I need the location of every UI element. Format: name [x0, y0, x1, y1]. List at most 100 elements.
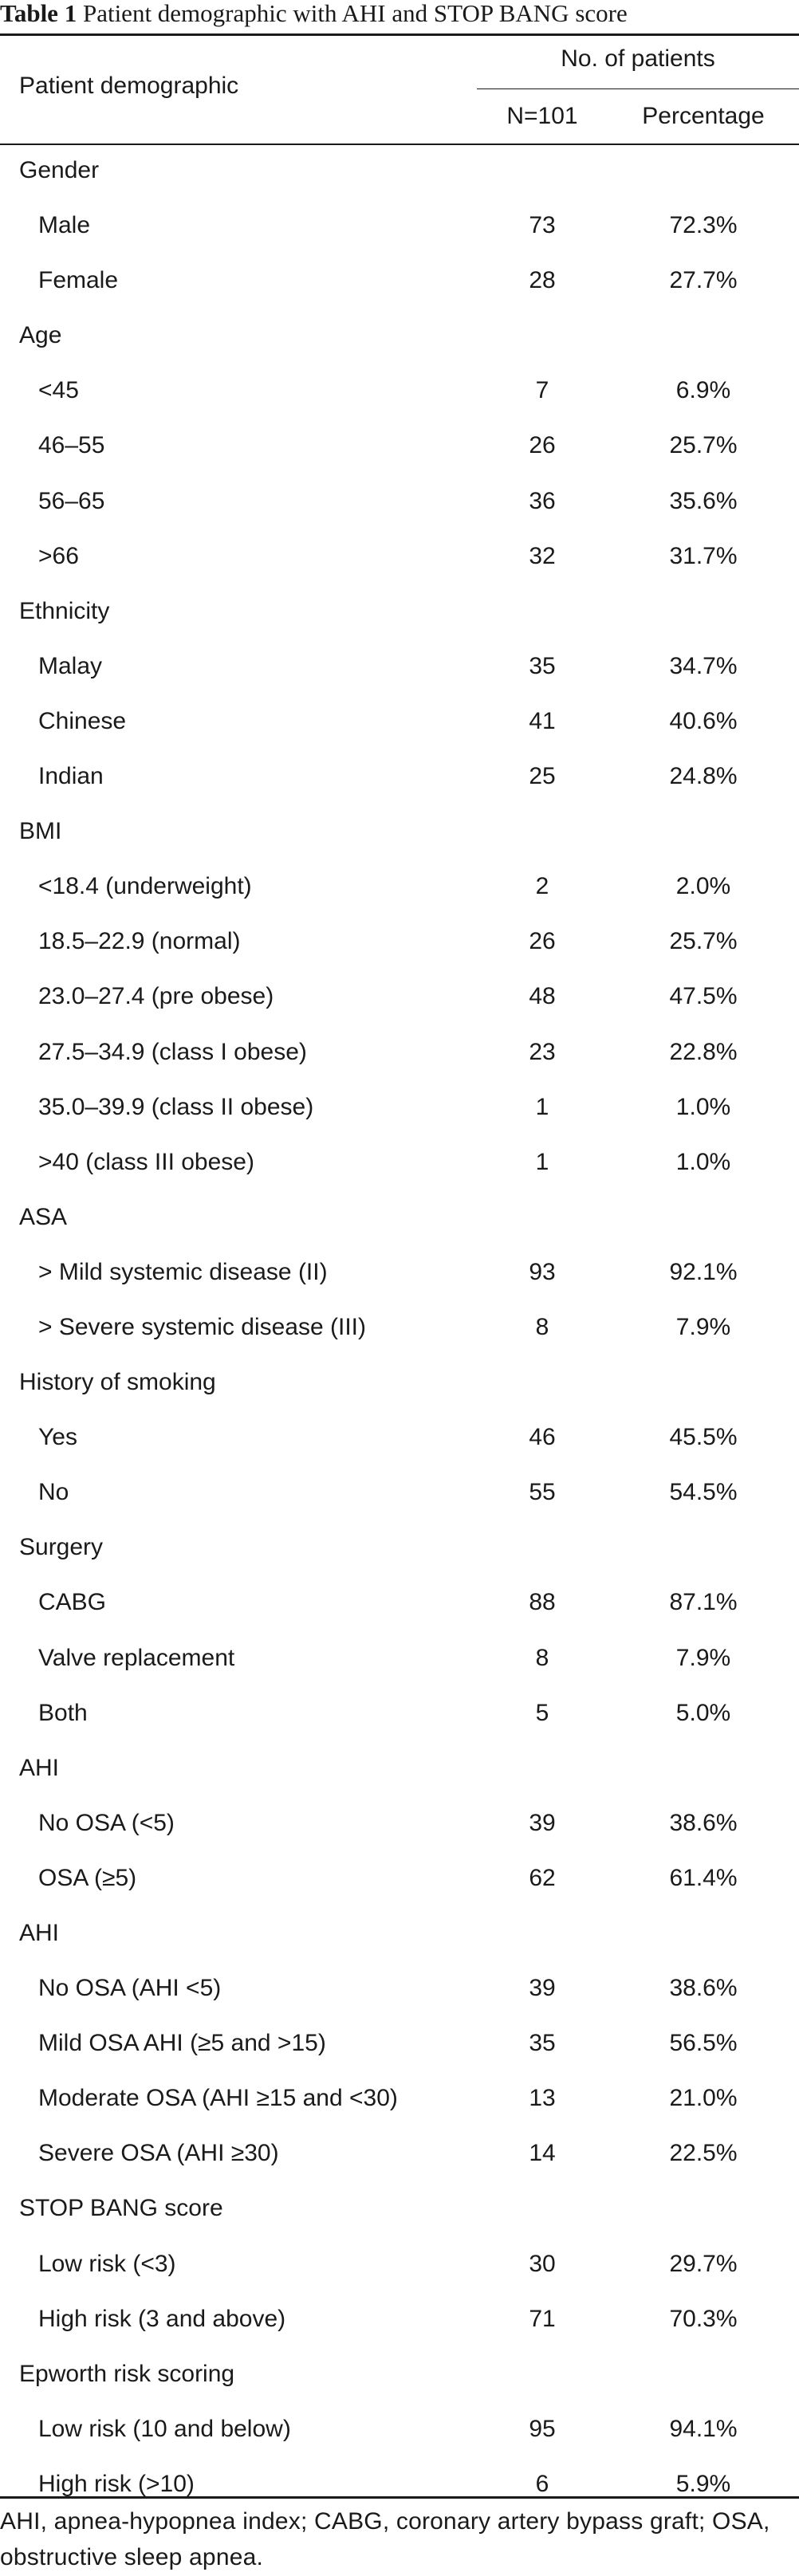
patient-count: 55 — [529, 1479, 556, 1506]
table-row: Moderate OSA (AHI ≥15 and <30) 13 21.0% — [0, 2078, 799, 2134]
row-label: No OSA (<5) — [38, 1809, 175, 1836]
table-row: No 55 54.5% — [0, 1473, 799, 1528]
section-row: AHI — [0, 1748, 799, 1803]
table-number: Table 1 — [0, 0, 77, 27]
table-row: 23.0–27.4 (pre obese) 48 47.5% — [0, 977, 799, 1032]
table-row: >40 (class III obese) 1 1.0% — [0, 1142, 799, 1198]
row-label: 46–55 — [38, 432, 105, 459]
patient-count: 6 — [535, 2470, 549, 2497]
table-row: OSA (≥5) 62 61.4% — [0, 1858, 799, 1913]
patient-percentage: 24.8% — [669, 763, 738, 790]
row-label: Female — [38, 267, 119, 294]
table-row: Low risk (10 and below) 95 94.1% — [0, 2409, 799, 2464]
section-row: AHI — [0, 1913, 799, 1968]
patient-percentage: 92.1% — [669, 1258, 738, 1285]
patient-percentage: 35.6% — [669, 487, 738, 514]
patient-percentage: 54.5% — [669, 1479, 738, 1506]
row-label: 27.5–34.9 (class I obese) — [38, 1038, 307, 1065]
row-label: 23.0–27.4 (pre obese) — [38, 983, 274, 1010]
patient-percentage: 27.7% — [669, 267, 738, 294]
section-label: Age — [19, 322, 62, 349]
row-label: OSA (≥5) — [38, 1864, 137, 1891]
patient-count: 93 — [529, 1258, 556, 1285]
patient-count: 35 — [529, 652, 556, 679]
patient-count: 35 — [529, 2030, 556, 2057]
patient-percentage: 2.0% — [675, 873, 731, 900]
patient-percentage: 70.3% — [669, 2305, 738, 2332]
section-label: Surgery — [19, 1534, 104, 1561]
row-label: Low risk (<3) — [38, 2250, 176, 2277]
patient-count: 25 — [529, 763, 556, 790]
table-row: Yes 46 45.5% — [0, 1418, 799, 1473]
section-label: STOP BANG score — [19, 2195, 223, 2222]
section-label: Epworth risk scoring — [19, 2360, 235, 2387]
column-header-demographic: Patient demographic — [19, 73, 239, 99]
patient-percentage: 21.0% — [669, 2085, 738, 2112]
patient-count: 48 — [529, 983, 556, 1010]
patient-percentage: 87.1% — [669, 1589, 738, 1616]
row-label: No OSA (AHI <5) — [38, 1975, 222, 2002]
table-row: > Mild systemic disease (II) 93 92.1% — [0, 1253, 799, 1308]
patient-count: 13 — [529, 2085, 556, 2112]
patient-percentage: 5.9% — [675, 2470, 731, 2497]
table-row: <18.4 (underweight) 2 2.0% — [0, 867, 799, 922]
patient-count: 5 — [535, 1699, 549, 1726]
table-row: Indian 25 24.8% — [0, 757, 799, 812]
patient-count: 88 — [529, 1589, 556, 1616]
patient-percentage: 7.9% — [675, 1644, 731, 1671]
table-row: No OSA (<5) 39 38.6% — [0, 1803, 799, 1858]
patient-percentage: 38.6% — [669, 1809, 738, 1836]
row-label: Malay — [38, 652, 103, 679]
patient-count: 28 — [529, 267, 556, 294]
patient-count: 95 — [529, 2415, 556, 2442]
table-row: 18.5–22.9 (normal) 26 25.7% — [0, 922, 799, 977]
column-header-n: N=101 — [506, 103, 578, 129]
column-header-percentage: Percentage — [642, 103, 765, 129]
table-row: Malay 35 34.7% — [0, 647, 799, 702]
patient-count: 73 — [529, 212, 556, 239]
patient-count: 1 — [535, 1148, 549, 1175]
table-caption: Table 1 Patient demographic with AHI and… — [0, 0, 799, 29]
header-rule — [0, 144, 799, 145]
row-label: >66 — [38, 542, 79, 569]
table-row: No OSA (AHI <5) 39 38.6% — [0, 1968, 799, 2023]
table-row: 56–65 36 35.6% — [0, 482, 799, 537]
patient-percentage: 47.5% — [669, 983, 738, 1010]
table-row: <45 7 6.9% — [0, 371, 799, 426]
row-label: High risk (3 and above) — [38, 2305, 286, 2332]
patient-percentage: 6.9% — [675, 377, 731, 404]
section-label: History of smoking — [19, 1369, 216, 1396]
row-label: 56–65 — [38, 487, 105, 514]
patient-count: 26 — [529, 928, 556, 955]
row-label: No — [38, 1479, 69, 1506]
row-label: Indian — [38, 763, 104, 790]
section-label: AHI — [19, 1754, 60, 1781]
table-body: Gender Male 73 72.3% Female 28 27.7% Age <45 7 6.9… — [0, 151, 799, 2519]
patient-percentage: 61.4% — [669, 1864, 738, 1891]
patient-percentage: 29.7% — [669, 2250, 738, 2277]
patient-percentage: 45.5% — [669, 1424, 738, 1451]
row-label: > Mild systemic disease (II) — [38, 1258, 328, 1285]
table-row: Mild OSA AHI (≥5 and >15) 35 56.5% — [0, 2023, 799, 2078]
patient-percentage: 38.6% — [669, 1975, 738, 2002]
patient-count: 41 — [529, 707, 556, 734]
patient-count: 8 — [535, 1313, 549, 1340]
table-row: High risk (3 and above) 71 70.3% — [0, 2299, 799, 2354]
table-row: 46–55 26 25.7% — [0, 426, 799, 481]
row-label: Low risk (10 and below) — [38, 2415, 291, 2442]
table-row: Both 5 5.0% — [0, 1693, 799, 1748]
table-row: Female 28 27.7% — [0, 261, 799, 316]
section-row: Ethnicity — [0, 592, 799, 647]
patient-percentage: 7.9% — [675, 1313, 731, 1340]
patient-percentage: 25.7% — [669, 928, 738, 955]
patient-count: 62 — [529, 1864, 556, 1891]
section-row: Epworth risk scoring — [0, 2354, 799, 2409]
section-row: Surgery — [0, 1528, 799, 1583]
top-rule — [0, 33, 799, 36]
section-row: STOP BANG score — [0, 2189, 799, 2244]
patient-count: 71 — [529, 2305, 556, 2332]
row-label: 18.5–22.9 (normal) — [38, 928, 241, 955]
table-row: Low risk (<3) 30 29.7% — [0, 2244, 799, 2299]
table-row: 35.0–39.9 (class II obese) 1 1.0% — [0, 1087, 799, 1142]
